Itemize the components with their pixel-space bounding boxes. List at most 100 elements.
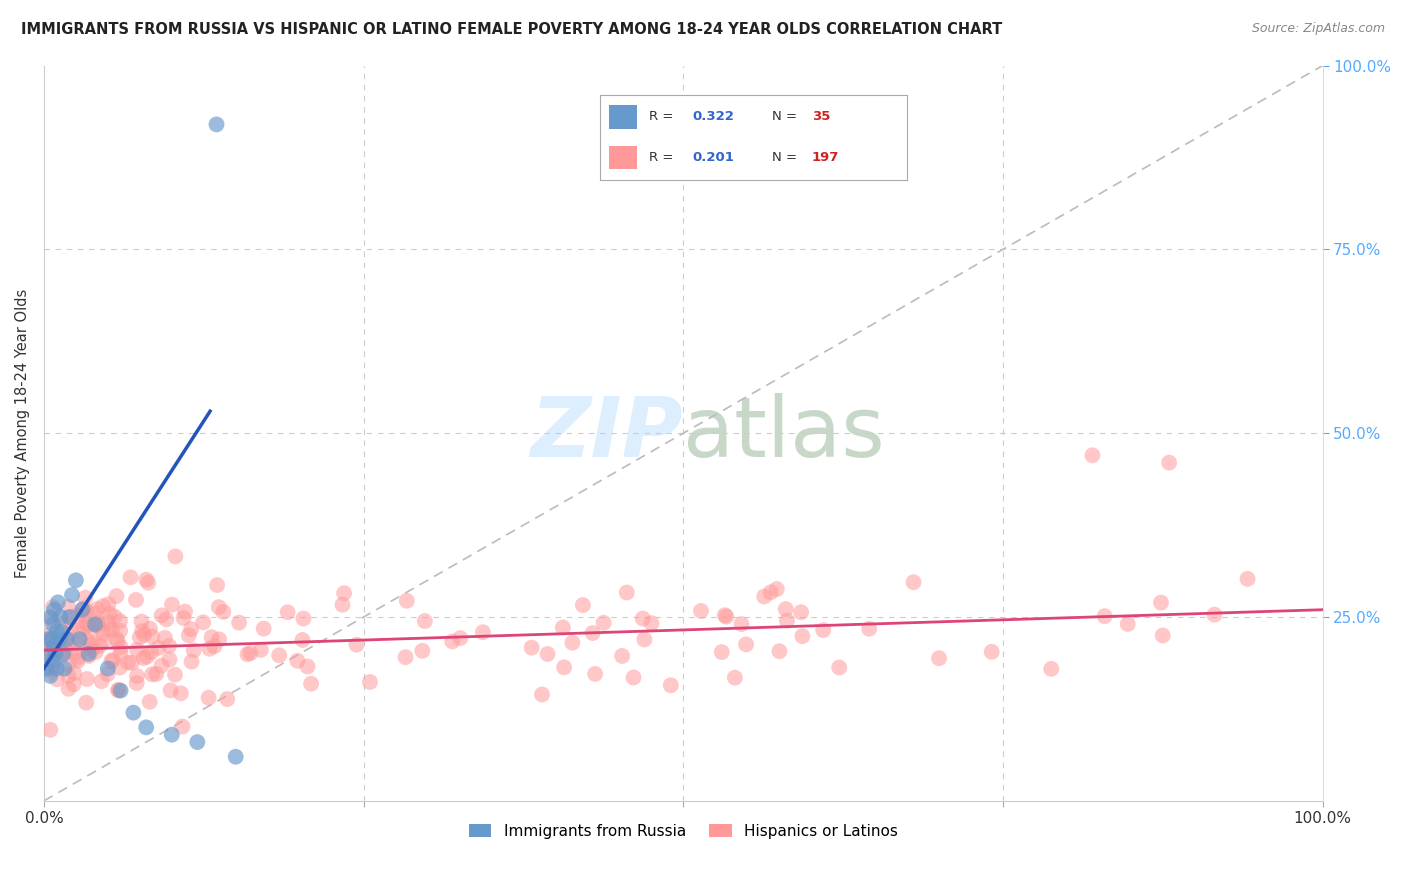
Point — [551, 620, 574, 634]
Point — [200, 630, 222, 644]
Point — [53, 647, 76, 661]
Point — [141, 667, 163, 681]
Point — [141, 645, 163, 659]
Point — [170, 686, 193, 700]
Point — [858, 622, 880, 636]
Point — [46, 641, 69, 656]
Point — [104, 609, 127, 624]
Point — [97, 597, 120, 611]
Point — [775, 602, 797, 616]
Point — [1116, 617, 1139, 632]
Point — [45, 624, 67, 639]
Point — [107, 683, 129, 698]
Point — [65, 574, 87, 588]
Point — [716, 609, 738, 624]
Point — [135, 720, 157, 734]
Point — [51, 624, 73, 639]
Point — [145, 667, 167, 681]
Point — [174, 605, 197, 619]
Legend: Immigrants from Russia, Hispanics or Latinos: Immigrants from Russia, Hispanics or Lat… — [463, 817, 904, 845]
Point — [60, 588, 83, 602]
Point — [710, 645, 733, 659]
Point — [225, 749, 247, 764]
Point — [165, 549, 187, 564]
Y-axis label: Female Poverty Among 18-24 Year Olds: Female Poverty Among 18-24 Year Olds — [15, 289, 30, 578]
Point — [287, 654, 309, 668]
Point — [39, 634, 62, 648]
Point — [148, 640, 170, 655]
Point — [394, 650, 416, 665]
Point — [135, 649, 157, 664]
Point — [105, 632, 128, 647]
Point — [42, 603, 65, 617]
Point — [51, 617, 73, 632]
Point — [39, 659, 62, 673]
Point — [291, 632, 314, 647]
Point — [980, 645, 1002, 659]
Point — [59, 621, 82, 635]
Point — [138, 695, 160, 709]
Point — [136, 575, 159, 590]
Point — [172, 611, 194, 625]
Point — [76, 672, 98, 686]
Point — [520, 640, 543, 655]
Point — [150, 608, 173, 623]
Point — [449, 631, 471, 645]
Point — [65, 646, 87, 660]
Point — [1204, 607, 1226, 622]
Point — [39, 723, 62, 737]
Point — [75, 696, 97, 710]
Point — [49, 610, 72, 624]
Point — [46, 672, 69, 686]
Point — [39, 669, 62, 683]
Point — [58, 669, 80, 683]
Point — [212, 605, 235, 619]
Point — [86, 615, 108, 630]
Point — [724, 671, 747, 685]
Point — [183, 643, 205, 657]
Point — [39, 632, 62, 647]
Point — [471, 625, 494, 640]
Point — [623, 670, 645, 684]
Point — [160, 728, 183, 742]
Point — [86, 602, 108, 616]
Point — [332, 598, 354, 612]
Point — [690, 604, 713, 618]
Point — [84, 617, 107, 632]
Point — [277, 605, 299, 619]
Text: Source: ZipAtlas.com: Source: ZipAtlas.com — [1251, 22, 1385, 36]
Point — [44, 647, 66, 661]
Point — [297, 659, 319, 673]
Point — [159, 652, 181, 666]
Point — [135, 573, 157, 587]
Point — [177, 628, 200, 642]
Point — [67, 634, 90, 648]
Point — [80, 625, 103, 640]
Point — [792, 629, 814, 643]
Point — [87, 619, 110, 633]
Point — [359, 675, 381, 690]
Point — [120, 570, 142, 584]
Point — [42, 654, 65, 668]
Point — [84, 645, 107, 659]
Point — [53, 644, 76, 658]
Point — [250, 643, 273, 657]
Point — [80, 638, 103, 652]
Point — [58, 681, 80, 696]
Point — [128, 631, 150, 645]
Point — [110, 646, 132, 660]
Point — [39, 627, 62, 641]
Point — [208, 632, 231, 647]
Point — [153, 631, 176, 645]
Point — [299, 677, 322, 691]
Point — [75, 591, 97, 605]
Point — [536, 647, 558, 661]
Point — [83, 607, 105, 621]
Point — [205, 117, 228, 131]
Point — [776, 614, 799, 628]
Point — [531, 688, 554, 702]
Point — [1094, 609, 1116, 624]
Point — [56, 599, 79, 614]
Point — [928, 651, 950, 665]
Point — [163, 667, 186, 681]
